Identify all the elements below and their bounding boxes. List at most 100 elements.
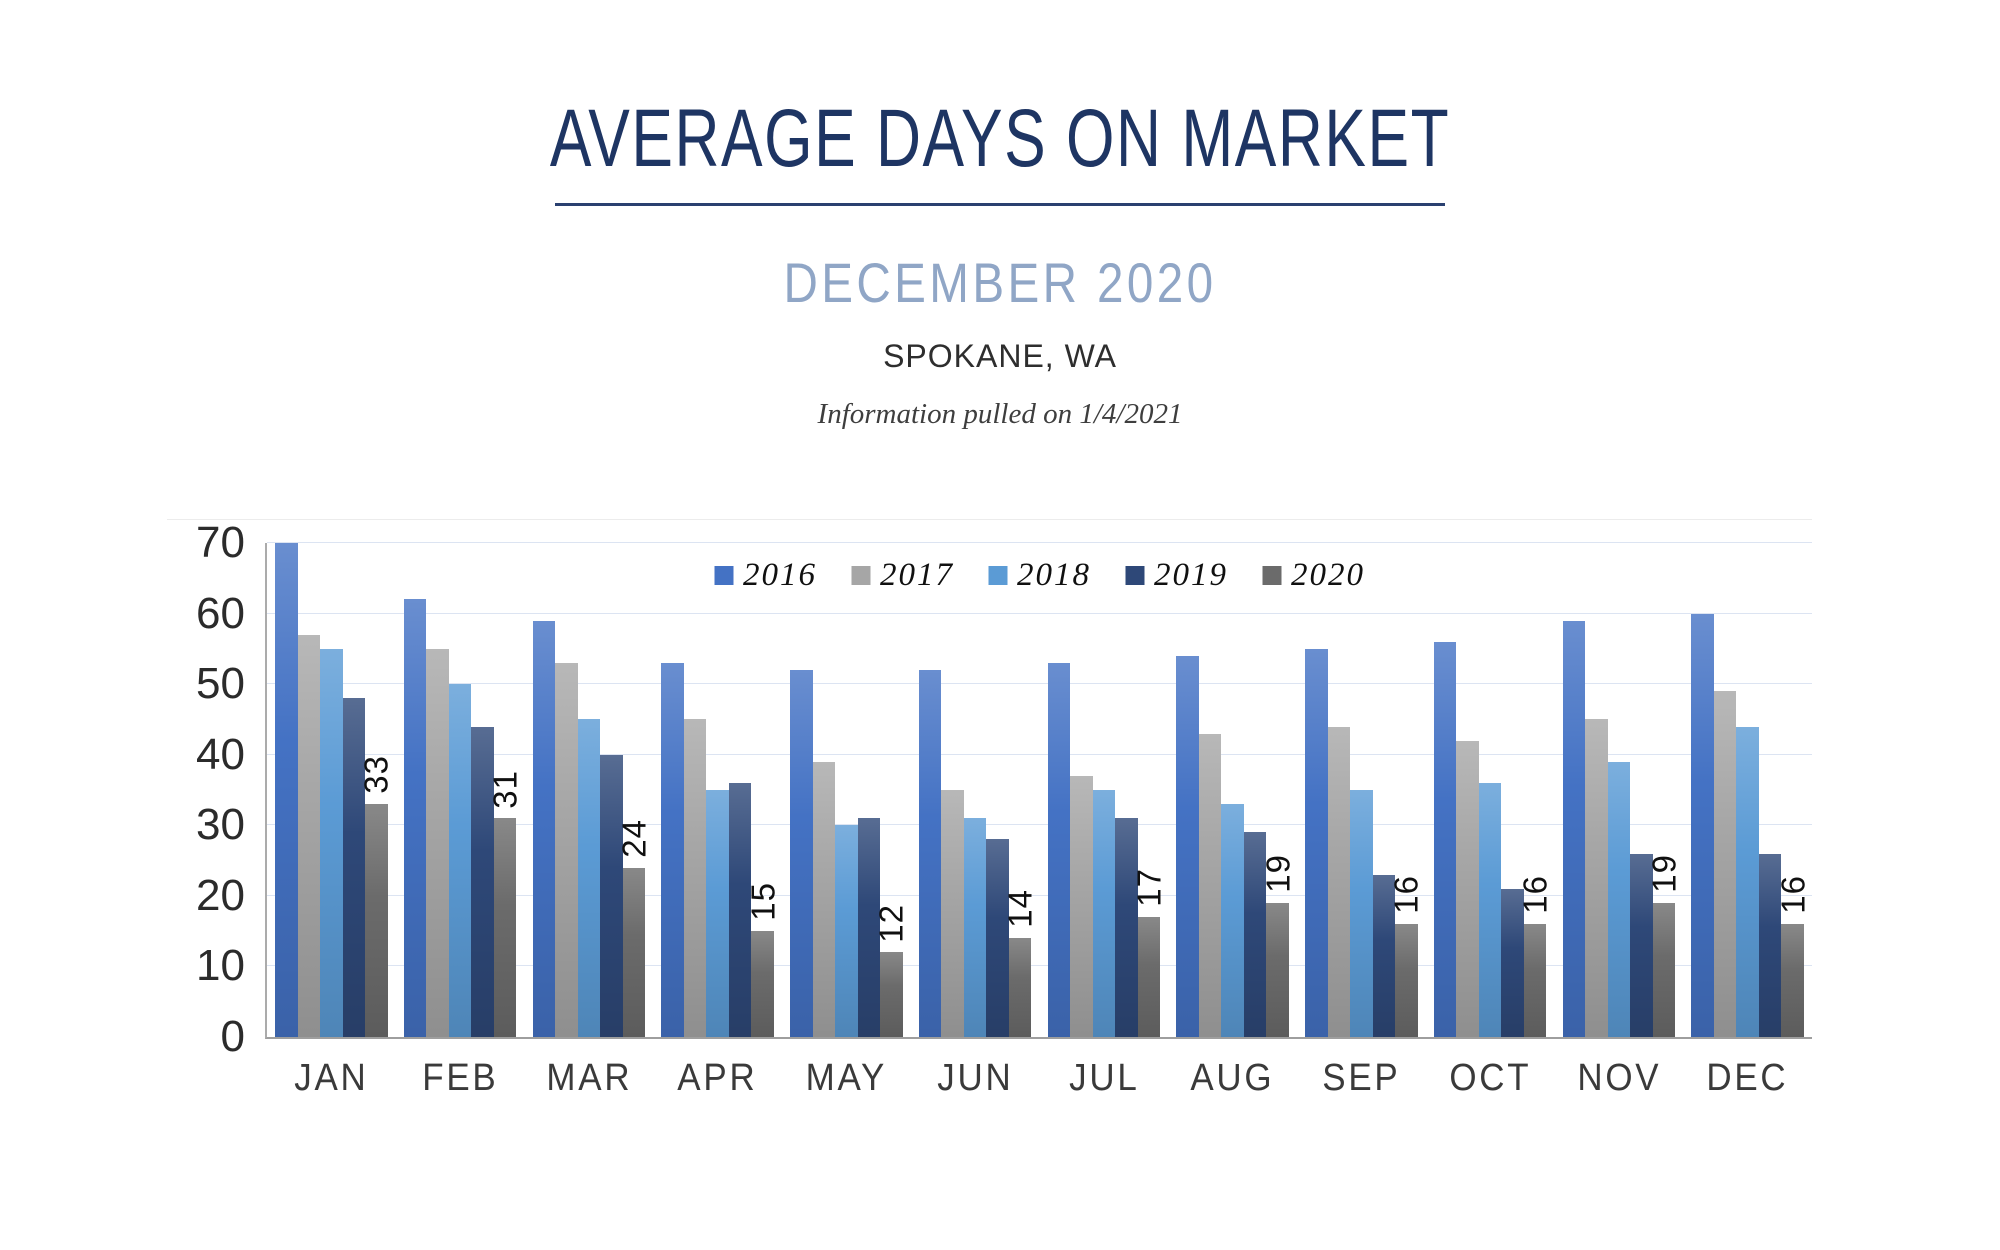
bar-2020-sep: 16 — [1388, 875, 1425, 1037]
bar-2016-dec — [1691, 613, 1714, 1038]
bar-2018-aug — [1221, 804, 1244, 1037]
bar-2016-may — [790, 670, 813, 1037]
page-title: AVERAGE DAYS ON MARKET — [549, 93, 1451, 184]
legend-label-2020: 2020 — [1291, 557, 1365, 593]
month-group-feb: 31 — [396, 543, 525, 1038]
bar-2019-nov — [1630, 853, 1653, 1038]
y-axis-tick-30: 30 — [196, 800, 245, 850]
bar-2017-sep — [1327, 726, 1351, 1037]
bar-2018-dec — [1736, 726, 1759, 1037]
bar-2017-jan — [297, 634, 321, 1038]
bar-2020-dec: 16 — [1774, 875, 1811, 1037]
y-axis-tick-0: 0 — [220, 1012, 245, 1061]
legend-label-2018: 2018 — [1017, 557, 1091, 593]
bar-2019-jun — [986, 839, 1009, 1037]
x-axis-label-aug: AUG — [1190, 1057, 1275, 1099]
bar-label-2020-nov: 19 — [1645, 854, 1683, 893]
bar-2016-mar — [532, 620, 556, 1038]
gridline-60 — [267, 612, 1812, 614]
legend-label-2016: 2016 — [743, 557, 817, 593]
legend-item-2018: 2018 — [988, 559, 1091, 592]
bar-2016-jan — [275, 543, 298, 1037]
legend-item-2020: 2020 — [1262, 559, 1365, 592]
bar-2017-aug — [1198, 733, 1222, 1038]
bar-2020-jul: 17 — [1130, 868, 1167, 1037]
bar-label-2020-dec: 16 — [1774, 875, 1812, 915]
bar-2017-apr — [683, 719, 707, 1037]
bar-2016-nov — [1562, 620, 1586, 1038]
bar-2018-jan — [320, 648, 343, 1038]
x-axis-label-jan: JAN — [294, 1057, 369, 1099]
info-pulled-note: Information pulled on 1/4/2021 — [817, 398, 1183, 430]
legend-label-2017: 2017 — [880, 557, 954, 593]
y-axis-tick-20: 20 — [196, 870, 245, 920]
bar-label-2020-may: 12 — [872, 903, 910, 943]
bar-2018-may — [835, 825, 858, 1037]
x-axis-label-apr: APR — [677, 1057, 758, 1099]
month-group-may: 12 — [782, 543, 911, 1038]
legend-swatch-2017 — [851, 566, 870, 585]
month-group-oct: 16 — [1426, 543, 1555, 1038]
x-axis-label-jun: JUN — [936, 1057, 1014, 1099]
bar-label-2020-jul: 17 — [1130, 868, 1168, 908]
title-divider — [555, 203, 1445, 206]
location-label: SPOKANE, WA — [883, 338, 1117, 374]
x-axis-label-dec: DEC — [1706, 1057, 1789, 1099]
y-axis-tick-10: 10 — [196, 941, 245, 991]
legend-swatch-2018 — [988, 566, 1007, 585]
bar-label-2020-apr: 15 — [744, 882, 782, 922]
bar-2020-apr: 15 — [744, 882, 781, 1037]
legend-swatch-2020 — [1262, 566, 1281, 585]
bar-2018-sep — [1350, 790, 1373, 1037]
bar-2017-may — [812, 761, 836, 1038]
x-axis-label-may: MAY — [805, 1057, 888, 1099]
y-axis-tick-70: 70 — [196, 518, 245, 567]
bar-2017-feb — [426, 648, 449, 1038]
y-axis-tick-40: 40 — [196, 729, 245, 779]
bar-2018-nov — [1607, 761, 1631, 1038]
bar-2017-mar — [555, 662, 578, 1038]
x-axis-labels: JAN FEB MAR APR MAY JUN JUL AUG SEP OCT NOV DEC — [267, 1057, 1812, 1100]
x-axis-label-sep: SEP — [1322, 1057, 1401, 1099]
bar-2020-jun: 14 — [1002, 889, 1039, 1037]
bar-label-2020-feb: 31 — [486, 769, 524, 809]
plot-area: 2016 2017 2018 2019 2020 33 31 24 15 12 14 17 19 16 1… — [167, 519, 1812, 1059]
bar-2020-aug: 19 — [1259, 854, 1296, 1038]
bar-2018-apr — [706, 790, 729, 1037]
bar-2020-oct: 16 — [1517, 875, 1554, 1037]
bar-2020-nov: 19 — [1645, 854, 1682, 1038]
bar-2019-may — [857, 818, 881, 1037]
bar-2019-apr — [728, 782, 752, 1038]
bar-2018-oct — [1478, 782, 1502, 1038]
legend-swatch-2016 — [714, 566, 733, 585]
bar-2020-feb: 31 — [487, 770, 524, 1037]
x-axis-label-feb: FEB — [421, 1057, 499, 1099]
bar-2017-dec — [1713, 691, 1737, 1037]
bar-2019-dec — [1758, 853, 1782, 1038]
month-group-aug: 19 — [1168, 543, 1297, 1038]
chart-legend: 2016 2017 2018 2019 2020 — [714, 559, 1365, 592]
gridline-20 — [267, 894, 1812, 896]
legend-item-2017: 2017 — [851, 559, 954, 592]
gridline-50 — [267, 683, 1812, 685]
bar-2016-oct — [1433, 641, 1457, 1038]
gridline-70 — [267, 542, 1812, 543]
bar-2018-jul — [1092, 790, 1116, 1037]
x-axis-label-jul: JUL — [1068, 1057, 1140, 1099]
legend-label-2019: 2019 — [1154, 557, 1228, 593]
bar-2017-jun — [941, 790, 964, 1037]
bar-2016-apr — [661, 662, 684, 1038]
bar-2018-feb — [448, 684, 472, 1037]
gridline-40 — [267, 753, 1812, 755]
bar-label-2020-jun: 14 — [1001, 889, 1039, 929]
bar-label-2020-oct: 16 — [1516, 875, 1554, 915]
bar-2019-aug — [1243, 832, 1267, 1037]
month-group-jul: 17 — [1040, 543, 1169, 1038]
legend-item-2019: 2019 — [1125, 559, 1228, 592]
bar-2017-oct — [1456, 740, 1479, 1038]
y-axis-tick-60: 60 — [196, 588, 245, 638]
bar-2020-jan: 33 — [358, 755, 395, 1037]
bar-2019-sep — [1372, 874, 1396, 1038]
bar-2017-nov — [1585, 719, 1608, 1037]
bar-2016-sep — [1305, 648, 1328, 1038]
